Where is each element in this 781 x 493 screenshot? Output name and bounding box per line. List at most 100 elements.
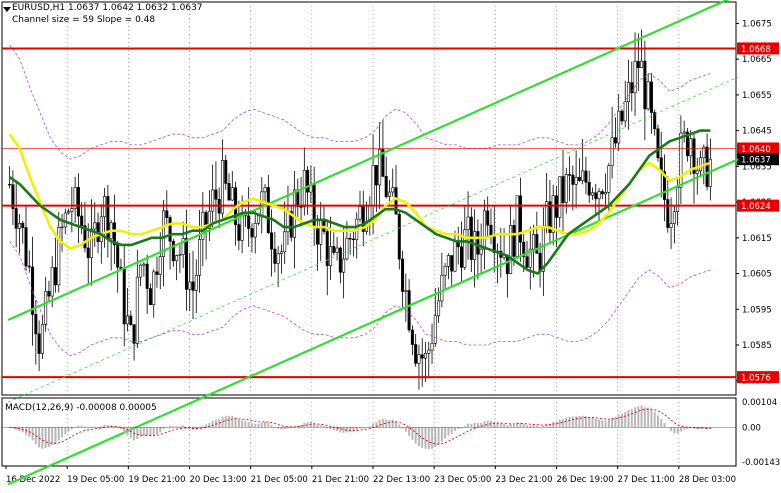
candle <box>70 208 74 212</box>
candle <box>640 60 644 68</box>
candle <box>240 214 244 241</box>
candle <box>437 300 441 317</box>
dropdown-triangle-icon[interactable] <box>3 7 11 12</box>
macd-bar <box>362 427 365 429</box>
candle <box>561 176 565 203</box>
macd-bar <box>404 427 407 432</box>
candle <box>597 191 601 200</box>
macd-bar <box>539 426 542 428</box>
macd-bar <box>555 421 558 428</box>
candle <box>207 210 211 229</box>
price-tick-label: 1.0585 <box>742 341 772 351</box>
candle <box>158 256 162 275</box>
candle <box>381 149 385 177</box>
candle <box>145 263 149 289</box>
candle <box>211 189 215 212</box>
macd-bar <box>231 415 234 428</box>
macd-bar <box>57 427 60 441</box>
macd-bar <box>270 425 273 428</box>
macd-bar <box>15 427 18 431</box>
candle <box>214 189 218 200</box>
macd-bar <box>385 419 388 428</box>
candle <box>574 176 578 185</box>
candle <box>315 227 319 245</box>
candle <box>476 231 480 255</box>
macd-bar <box>614 417 617 428</box>
candle <box>695 170 699 174</box>
macd-bar <box>237 419 240 428</box>
macd-bar <box>126 427 129 436</box>
macd-bar <box>316 424 319 428</box>
macd-bar <box>38 427 41 448</box>
macd-bar <box>486 420 489 428</box>
candle <box>528 248 532 268</box>
macd-bar <box>663 423 666 428</box>
macd-bar <box>666 427 669 428</box>
candle <box>198 239 202 276</box>
envelope-lower <box>9 241 711 357</box>
macd-bar <box>355 427 358 430</box>
price-tick-label: 1.0655 <box>742 91 772 101</box>
candle <box>126 315 130 325</box>
macd-bar <box>254 423 257 428</box>
macd-bar <box>172 426 175 428</box>
candle <box>663 171 667 200</box>
macd-bar <box>620 413 623 428</box>
candle <box>24 227 28 267</box>
channel-lower-line[interactable] <box>7 158 739 486</box>
candle <box>656 128 660 159</box>
macd-bar <box>676 427 679 434</box>
macd-bar <box>322 426 325 428</box>
candle <box>440 274 444 302</box>
level-label: 1.0576 <box>741 374 771 384</box>
candle <box>194 275 198 291</box>
macd-bar <box>431 427 434 449</box>
macd-bar <box>463 426 466 428</box>
macd-bar <box>686 427 689 430</box>
macd-bar <box>306 422 309 428</box>
price-pane-frame <box>1 1 737 396</box>
time-label: 21 Dec 05:00 <box>251 475 308 485</box>
macd-bar <box>80 425 83 428</box>
macd-bar <box>352 427 355 432</box>
time-label: 26 Dec 19:00 <box>557 475 614 485</box>
macd-bar <box>264 421 267 428</box>
macd-bar <box>679 427 682 432</box>
macd-bar <box>214 419 217 428</box>
candle <box>299 206 303 208</box>
macd-bar <box>499 423 502 428</box>
candle <box>443 265 447 276</box>
macd-bar <box>604 420 607 428</box>
candle <box>525 256 529 268</box>
candle <box>568 174 572 176</box>
level-tag <box>737 371 779 384</box>
candle <box>171 240 175 262</box>
macd-bar <box>234 417 237 428</box>
macd-bar <box>411 427 414 440</box>
candle <box>446 255 450 267</box>
candle <box>653 112 657 130</box>
candle <box>617 110 621 144</box>
macd-bar <box>349 427 352 432</box>
macd-bar <box>129 427 132 438</box>
candle <box>348 237 352 240</box>
macd-bar <box>591 417 594 428</box>
macd-bar <box>640 405 643 428</box>
macd-bar <box>417 427 420 447</box>
macd-bar <box>100 426 103 428</box>
macd-bar <box>627 410 630 428</box>
macd-bar <box>365 427 368 428</box>
channel-mid-line <box>7 76 739 403</box>
candle <box>139 264 143 278</box>
macd-bar <box>211 420 214 428</box>
macd-bar <box>453 427 456 431</box>
macd-bar <box>424 427 427 449</box>
macd-bar <box>699 427 702 429</box>
candle <box>590 192 594 196</box>
candle <box>152 271 156 306</box>
macd-bar <box>529 425 532 428</box>
macd-bar <box>169 425 172 428</box>
channel-upper-line[interactable] <box>7 0 738 321</box>
macd-bar <box>54 427 57 445</box>
